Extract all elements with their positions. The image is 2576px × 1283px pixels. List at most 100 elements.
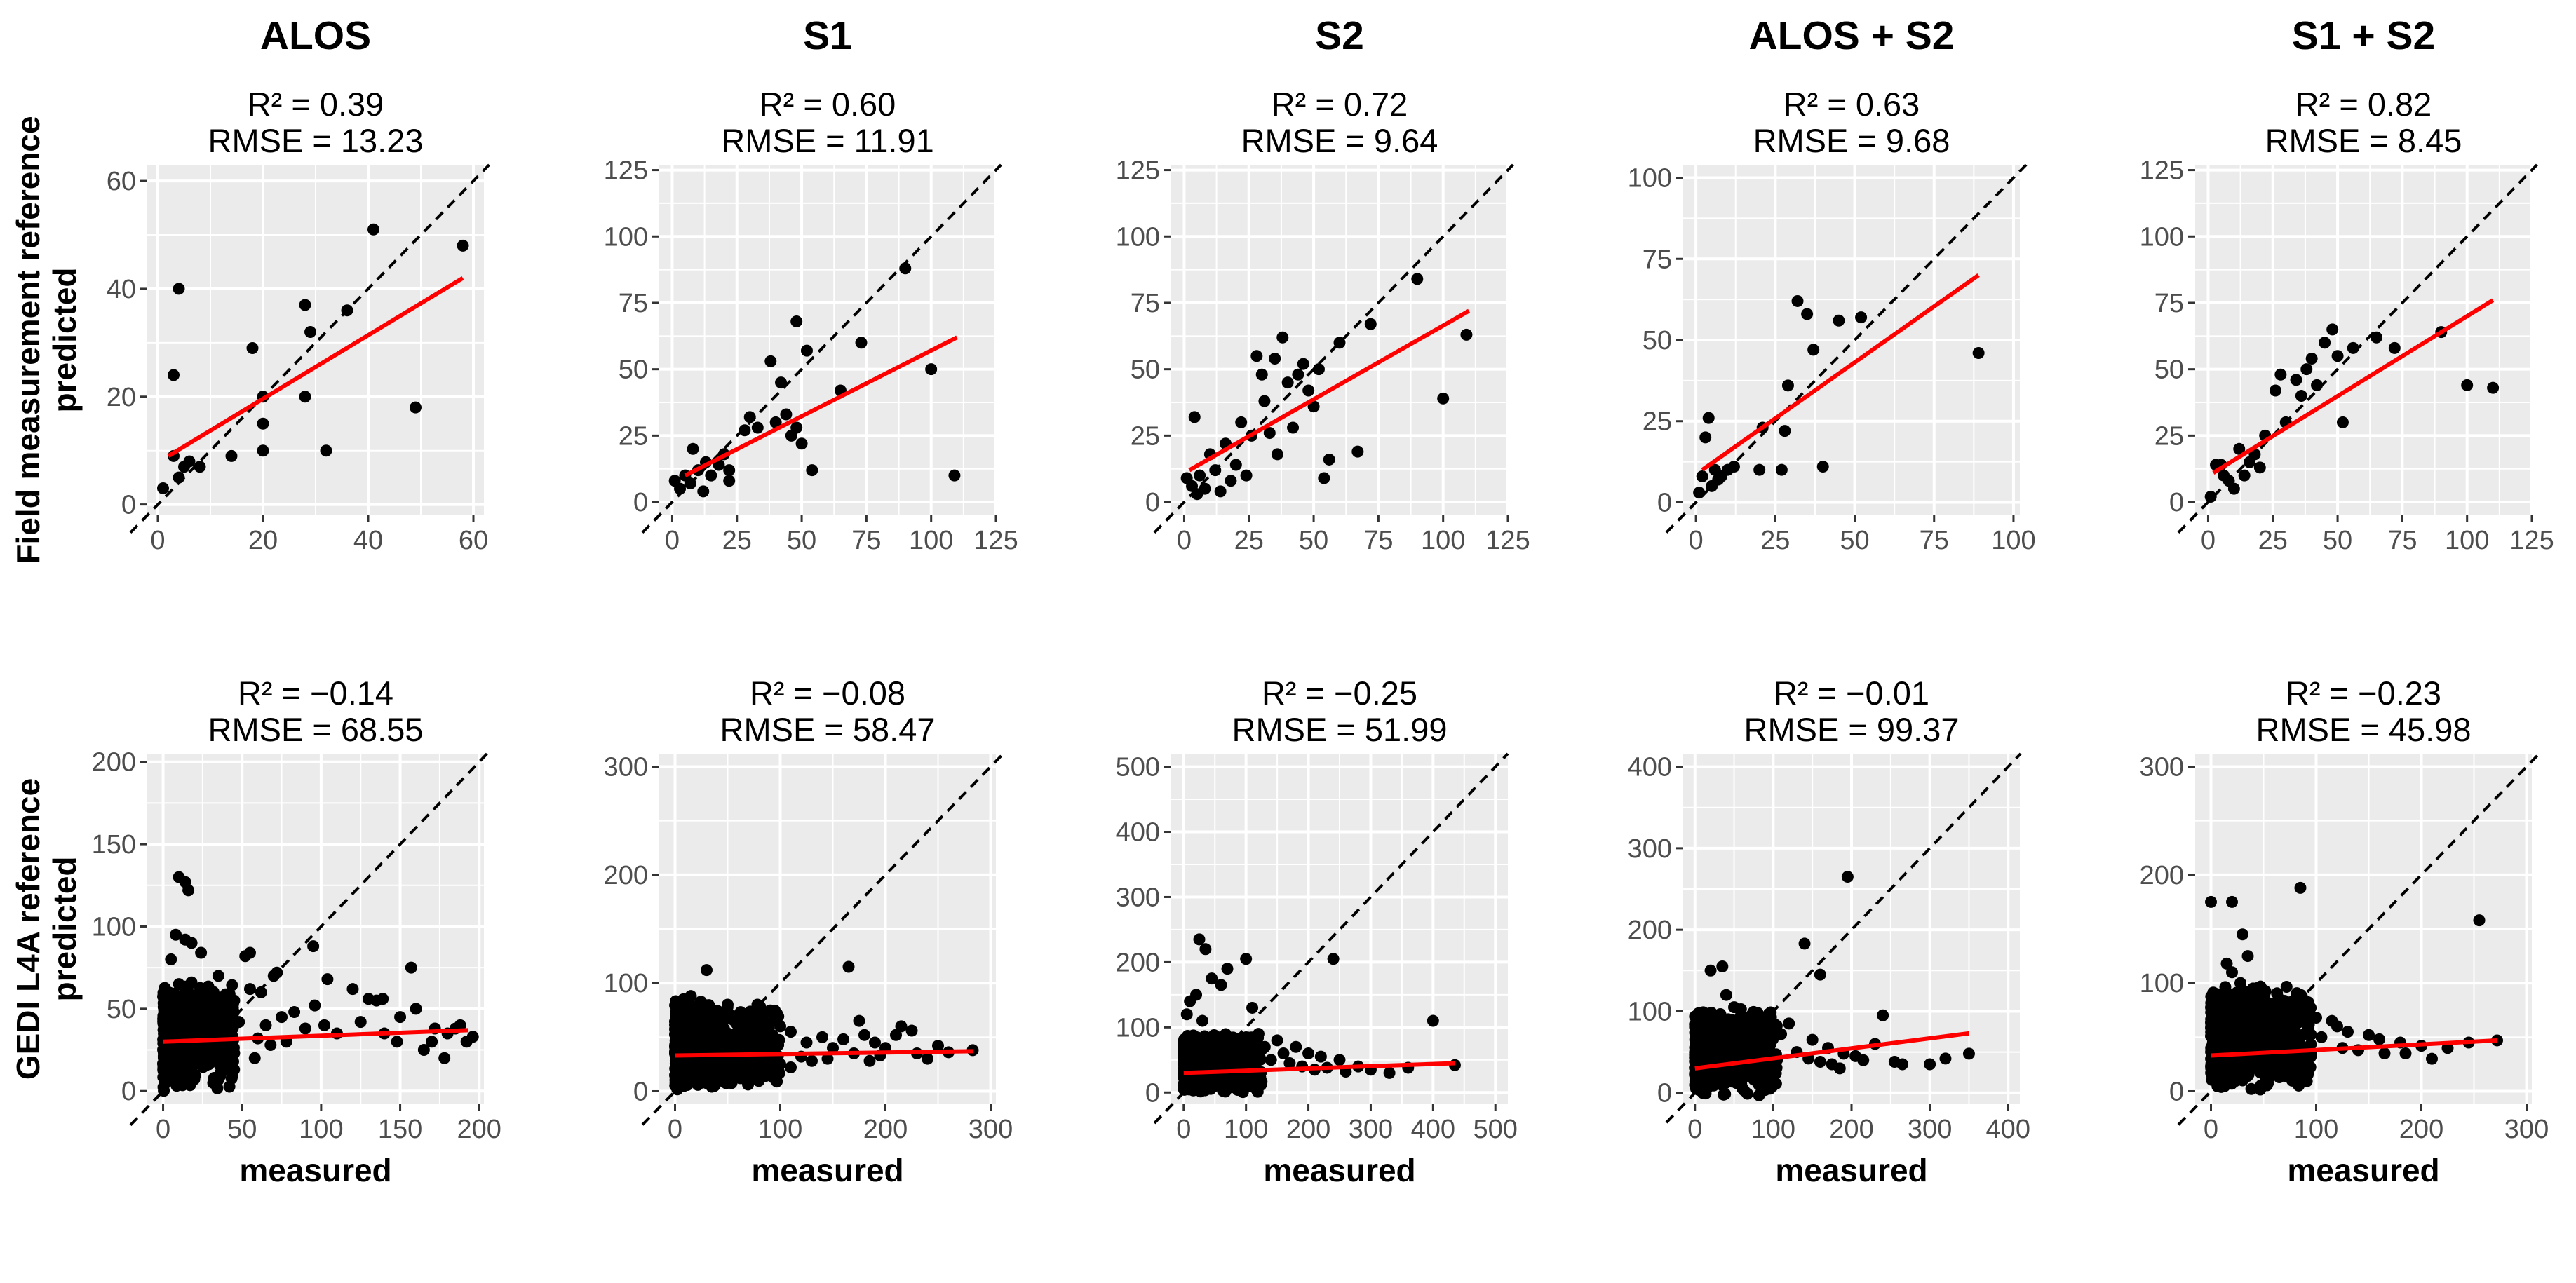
data-point — [211, 1024, 224, 1037]
y-tick-label: 200 — [92, 748, 136, 778]
data-point — [1227, 1055, 1240, 1068]
data-point — [1180, 1008, 1193, 1021]
data-point — [264, 1038, 277, 1051]
x-axis-title: measured — [1775, 1152, 1927, 1188]
data-point — [2274, 368, 2287, 381]
data-point — [706, 1080, 718, 1093]
data-point — [1250, 350, 1263, 362]
y-tick-label: 100 — [92, 912, 136, 942]
data-point — [466, 1031, 479, 1043]
y-tick-label: 100 — [1116, 1013, 1160, 1043]
data-point — [1460, 328, 1473, 341]
data-point — [709, 1019, 722, 1031]
x-tick-label: 100 — [2445, 526, 2489, 555]
x-tick-label: 100 — [1421, 526, 1465, 555]
rmse-label: RMSE = 99.37 — [1744, 711, 1960, 748]
x-tick-label: 100 — [758, 1115, 802, 1144]
x-tick-label: 200 — [2399, 1115, 2443, 1144]
data-point — [410, 1003, 422, 1015]
data-point — [790, 421, 803, 434]
data-point — [732, 1032, 745, 1045]
data-point — [2265, 1037, 2277, 1050]
data-point — [1807, 344, 1820, 356]
data-point — [2220, 957, 2233, 970]
x-tick-label: 200 — [1286, 1115, 1330, 1144]
x-tick-label: 0 — [668, 1115, 682, 1144]
data-point — [2239, 1028, 2252, 1040]
data-point — [320, 444, 332, 457]
data-point — [1240, 469, 1253, 482]
data-point — [764, 355, 777, 367]
data-point — [1314, 1050, 1327, 1063]
data-point — [869, 1036, 881, 1049]
column-titles: ALOS S1 S2 ALOS + S2 S1 + S2 — [260, 13, 2435, 58]
r-squared-label: R² = −0.01 — [1774, 674, 1929, 712]
data-point — [800, 1036, 813, 1049]
data-point — [1218, 1074, 1231, 1087]
data-point — [159, 1061, 172, 1073]
data-point — [2210, 988, 2223, 1000]
data-point — [187, 1028, 200, 1040]
data-point — [687, 1007, 699, 1020]
data-point — [1323, 453, 1335, 466]
fit-line — [1183, 1061, 1455, 1075]
y-tick-label: 100 — [2140, 222, 2184, 252]
data-point — [1924, 1058, 1936, 1071]
x-tick-label: 50 — [2323, 526, 2352, 555]
data-point — [160, 1002, 173, 1014]
rmse-label: RMSE = 45.98 — [2256, 711, 2472, 748]
data-point — [2241, 950, 2254, 963]
data-point — [1241, 1031, 1254, 1044]
y-tick-label: 100 — [604, 222, 648, 252]
data-point — [701, 1059, 713, 1071]
y-tick-label: 25 — [1131, 421, 1160, 451]
data-point — [257, 417, 269, 430]
data-point — [182, 884, 195, 897]
rmse-label: RMSE = 8.45 — [2265, 122, 2462, 159]
data-point — [853, 1014, 865, 1027]
y-tick-label: 0 — [1657, 1079, 1672, 1108]
data-point — [321, 973, 334, 986]
data-point — [1718, 1088, 1730, 1101]
data-point — [687, 442, 699, 455]
data-point — [1215, 979, 1227, 991]
data-point — [2269, 384, 2281, 397]
data-point — [1751, 1007, 1764, 1019]
column-title: ALOS + S2 — [1748, 13, 1954, 58]
data-point — [2280, 981, 2293, 993]
points — [1180, 273, 1473, 501]
x-tick-label: 400 — [1986, 1115, 2030, 1144]
fit-line — [163, 1028, 468, 1044]
y-tick-label: 0 — [1145, 1078, 1160, 1108]
data-point — [670, 1006, 682, 1019]
data-point — [1277, 1047, 1290, 1060]
data-point — [1271, 1034, 1283, 1047]
data-point — [1877, 1009, 1889, 1021]
x-tick-label: 50 — [787, 526, 816, 555]
data-point — [2331, 1020, 2343, 1033]
y-tick-label: 125 — [604, 156, 648, 186]
data-point — [1281, 376, 1294, 389]
data-point — [299, 1022, 311, 1035]
data-point — [183, 455, 196, 468]
data-point — [214, 1070, 227, 1082]
data-point — [257, 444, 269, 457]
data-point — [195, 946, 208, 959]
data-point — [180, 1002, 192, 1014]
data-point — [2231, 1038, 2244, 1050]
data-point — [1208, 1029, 1220, 1041]
y-tick-label: 0 — [1145, 488, 1160, 517]
x-tick-label: 50 — [227, 1115, 257, 1144]
data-point — [2388, 341, 2401, 354]
data-point — [168, 369, 180, 381]
data-point — [1240, 953, 1253, 965]
column-title: S1 + S2 — [2292, 13, 2435, 58]
data-point — [774, 1020, 786, 1033]
data-point — [2238, 469, 2251, 482]
fit-line — [1701, 273, 1980, 472]
data-point — [1791, 294, 1804, 307]
data-point — [307, 940, 320, 953]
y-tick-label: 200 — [1628, 916, 1672, 945]
